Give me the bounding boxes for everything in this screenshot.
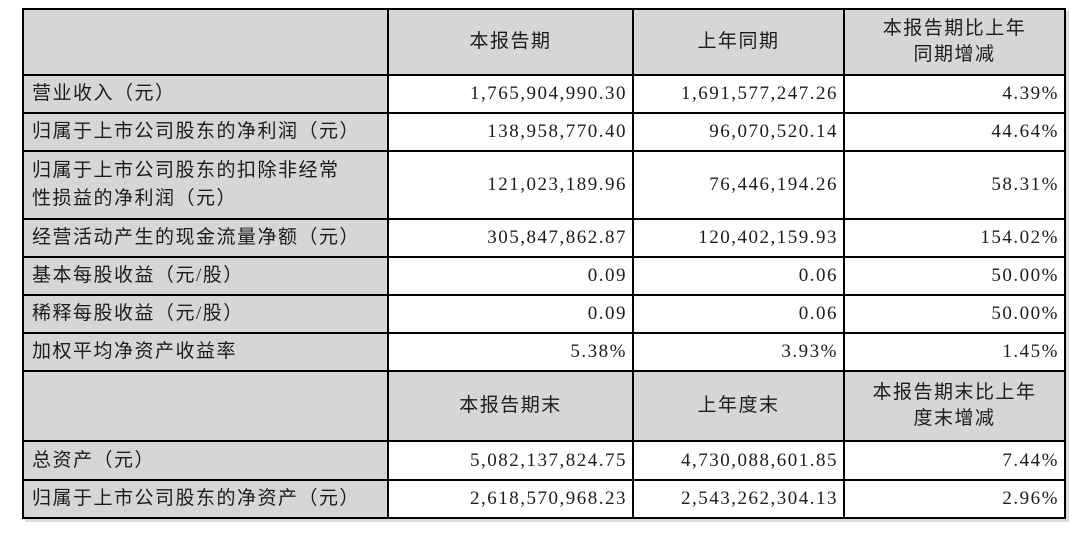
- header-corner-cell: [22, 8, 389, 76]
- financial-summary-table: 本报告期 上年同期 本报告期比上年 同期增减 营业收入（元） 1,765,904…: [22, 8, 1066, 519]
- table-row: 加权平均净资产收益率 5.38% 3.93% 1.45%: [22, 332, 1066, 372]
- table-row: 经营活动产生的现金流量净额（元） 305,847,862.87 120,402,…: [22, 218, 1066, 258]
- change-value: 50.00%: [843, 256, 1066, 296]
- table-header-row-period-end: 本报告期末 上年度末 本报告期末比上年 度末增减: [22, 370, 1066, 442]
- change-value: 1.45%: [843, 332, 1066, 372]
- table-row: 稀释每股收益（元/股） 0.09 0.06 50.00%: [22, 294, 1066, 334]
- current-period-value: 305,847,862.87: [387, 218, 634, 258]
- header-prior-year-end: 上年度末: [632, 370, 845, 442]
- change-value: 50.00%: [843, 294, 1066, 334]
- prior-period-value: 0.06: [632, 294, 845, 334]
- change-value: 58.31%: [843, 150, 1066, 220]
- table-row: 营业收入（元） 1,765,904,990.30 1,691,577,247.2…: [22, 74, 1066, 114]
- prior-period-value: 4,730,088,601.85: [632, 440, 845, 481]
- row-label-diluted-eps: 稀释每股收益（元/股）: [22, 294, 389, 334]
- row-label-revenue: 营业收入（元）: [22, 74, 389, 114]
- header-current-period: 本报告期: [387, 8, 634, 76]
- prior-period-value: 2,543,262,304.13: [632, 479, 845, 519]
- table-row: 归属于上市公司股东的净利润（元） 138,958,770.40 96,070,5…: [22, 112, 1066, 152]
- current-period-value: 1,765,904,990.30: [387, 74, 634, 114]
- current-period-value: 5,082,137,824.75: [387, 440, 634, 481]
- prior-period-value: 96,070,520.14: [632, 112, 845, 152]
- header-period-change: 本报告期比上年 同期增减: [843, 8, 1066, 76]
- change-value: 7.44%: [843, 440, 1066, 481]
- current-period-value: 0.09: [387, 256, 634, 296]
- prior-period-value: 120,402,159.93: [632, 218, 845, 258]
- current-period-value: 2,618,570,968.23: [387, 479, 634, 519]
- table-row: 基本每股收益（元/股） 0.09 0.06 50.00%: [22, 256, 1066, 296]
- header-prior-period: 上年同期: [632, 8, 845, 76]
- row-label-weighted-avg-roe: 加权平均净资产收益率: [22, 332, 389, 372]
- table-row: 归属于上市公司股东的扣除非经常 性损益的净利润（元） 121,023,189.9…: [22, 150, 1066, 220]
- header-period-end-change: 本报告期末比上年 度末增减: [843, 370, 1066, 442]
- row-label-net-profit-excl-nonrecurring: 归属于上市公司股东的扣除非经常 性损益的净利润（元）: [22, 150, 389, 220]
- current-period-value: 5.38%: [387, 332, 634, 372]
- prior-period-value: 76,446,194.26: [632, 150, 845, 220]
- prior-period-value: 3.93%: [632, 332, 845, 372]
- row-label-basic-eps: 基本每股收益（元/股）: [22, 256, 389, 296]
- header-corner-cell: [22, 370, 389, 442]
- row-label-net-profit: 归属于上市公司股东的净利润（元）: [22, 112, 389, 152]
- prior-period-value: 0.06: [632, 256, 845, 296]
- change-value: 2.96%: [843, 479, 1066, 519]
- header-current-period-end: 本报告期末: [387, 370, 634, 442]
- change-value: 44.64%: [843, 112, 1066, 152]
- current-period-value: 138,958,770.40: [387, 112, 634, 152]
- prior-period-value: 1,691,577,247.26: [632, 74, 845, 114]
- current-period-value: 121,023,189.96: [387, 150, 634, 220]
- change-value: 4.39%: [843, 74, 1066, 114]
- table-row: 总资产（元） 5,082,137,824.75 4,730,088,601.85…: [22, 440, 1066, 481]
- table-row: 归属于上市公司股东的净资产（元） 2,618,570,968.23 2,543,…: [22, 479, 1066, 519]
- table-header-row-period: 本报告期 上年同期 本报告期比上年 同期增减: [22, 8, 1066, 76]
- row-label-operating-cash-flow: 经营活动产生的现金流量净额（元）: [22, 218, 389, 258]
- current-period-value: 0.09: [387, 294, 634, 334]
- row-label-total-assets: 总资产（元）: [22, 440, 389, 481]
- change-value: 154.02%: [843, 218, 1066, 258]
- row-label-net-assets: 归属于上市公司股东的净资产（元）: [22, 479, 389, 519]
